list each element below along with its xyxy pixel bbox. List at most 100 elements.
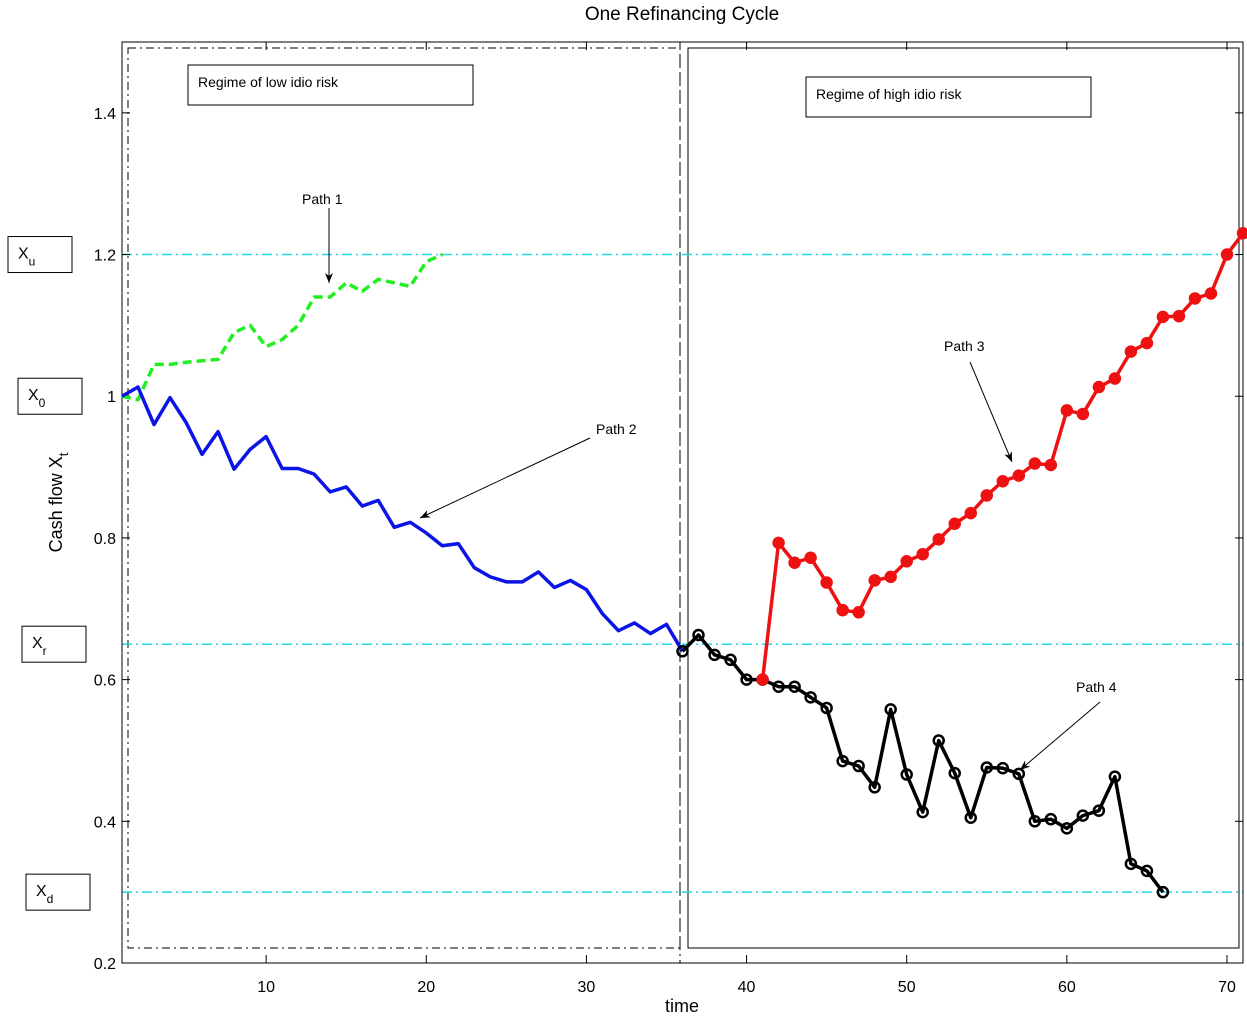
level-label-box bbox=[17, 377, 83, 415]
series-marker bbox=[964, 506, 978, 520]
x-tick-label: 10 bbox=[257, 979, 275, 996]
series-marker bbox=[964, 811, 978, 825]
series-marker bbox=[1060, 822, 1074, 835]
series-marker bbox=[932, 734, 945, 747]
series-line bbox=[121, 385, 685, 653]
series-marker bbox=[1012, 767, 1026, 781]
series-marker bbox=[1076, 809, 1090, 822]
series-marker bbox=[852, 606, 865, 619]
series-marker bbox=[1076, 407, 1090, 421]
x-axis-label: time bbox=[665, 996, 699, 1016]
x-tick-label: 50 bbox=[898, 979, 916, 996]
y-tick-label: 1 bbox=[107, 389, 116, 406]
series-marker bbox=[756, 673, 769, 686]
series-marker bbox=[1220, 248, 1234, 261]
y-tick-label: 0.8 bbox=[94, 531, 116, 548]
y-tick-label: 1.2 bbox=[94, 248, 116, 265]
level-label: Xd bbox=[36, 883, 53, 906]
series-marker bbox=[1028, 815, 1042, 828]
regime-frame bbox=[687, 47, 1240, 949]
series-marker bbox=[1012, 469, 1026, 482]
series-marker bbox=[1156, 885, 1170, 899]
series-marker bbox=[900, 768, 913, 781]
level-label-main: X bbox=[32, 635, 43, 652]
level-label: X0 bbox=[28, 387, 46, 410]
chart-title: One Refinancing Cycle bbox=[585, 4, 779, 25]
level-label-box bbox=[25, 873, 91, 911]
series-marker bbox=[852, 759, 865, 773]
y-axis-label-main: Cash flow X bbox=[46, 456, 66, 552]
series-marker bbox=[948, 766, 961, 780]
level-label-box bbox=[21, 625, 87, 663]
regime-frame bbox=[127, 47, 681, 949]
series-marker bbox=[1140, 864, 1154, 878]
level-label: Xu bbox=[18, 246, 35, 269]
level-label-main: X bbox=[28, 387, 39, 404]
x-tick-label: 20 bbox=[417, 979, 435, 996]
series-marker bbox=[788, 556, 801, 569]
series-marker bbox=[980, 761, 994, 774]
level-label-main: X bbox=[36, 883, 47, 900]
series-marker bbox=[932, 533, 945, 546]
series-marker bbox=[772, 536, 785, 550]
series-marker bbox=[1044, 812, 1058, 826]
series-marker bbox=[996, 761, 1010, 775]
series-marker bbox=[836, 603, 849, 617]
series-marker bbox=[900, 555, 913, 568]
series-marker bbox=[1188, 292, 1202, 305]
series-marker bbox=[1156, 310, 1170, 324]
series-marker bbox=[1092, 380, 1106, 394]
series-marker bbox=[884, 570, 897, 584]
x-tick-label: 70 bbox=[1218, 979, 1236, 996]
x-tick-label: 30 bbox=[578, 979, 596, 996]
series-marker bbox=[772, 680, 785, 693]
x-tick-label: 40 bbox=[738, 979, 756, 996]
series-marker bbox=[1028, 457, 1042, 470]
series-marker bbox=[1108, 372, 1122, 385]
series-marker bbox=[820, 576, 833, 589]
series-marker bbox=[692, 628, 705, 642]
series-marker bbox=[1092, 804, 1106, 817]
regime-label: Regime of high idio risk bbox=[816, 86, 963, 102]
level-label-sub: d bbox=[47, 892, 54, 906]
annotation-arrow bbox=[419, 437, 591, 519]
series-marker bbox=[916, 805, 929, 819]
series-marker bbox=[820, 701, 833, 715]
series-marker bbox=[868, 781, 881, 794]
series-marker bbox=[1236, 227, 1247, 240]
series-marker bbox=[868, 574, 881, 587]
level-label-sub: 0 bbox=[39, 396, 46, 410]
series-marker bbox=[804, 551, 817, 565]
level-label-main: X bbox=[18, 246, 29, 263]
annotation: Path 4 bbox=[1076, 679, 1117, 695]
level-label: Xr bbox=[32, 635, 47, 658]
series-marker bbox=[1172, 309, 1186, 323]
series-marker bbox=[804, 691, 817, 704]
y-tick-label: 0.4 bbox=[94, 814, 116, 831]
series-marker bbox=[724, 653, 737, 667]
annotation: Path 1 bbox=[302, 191, 343, 207]
series-line bbox=[760, 232, 1245, 680]
series-marker bbox=[1108, 770, 1122, 783]
series-marker bbox=[996, 474, 1010, 488]
regime-label: Regime of low idio risk bbox=[198, 74, 339, 90]
annotation: Path 3 bbox=[944, 338, 985, 354]
level-label-box bbox=[7, 236, 73, 274]
level-label-sub: r bbox=[43, 644, 47, 658]
y-tick-label: 0.6 bbox=[94, 673, 116, 690]
series-marker bbox=[740, 673, 753, 686]
x-tick-label: 60 bbox=[1058, 979, 1076, 996]
annotation-arrow bbox=[969, 361, 1013, 463]
series-marker bbox=[1044, 458, 1058, 472]
regime-label-box bbox=[805, 76, 1092, 118]
regime-label-box bbox=[187, 64, 474, 106]
annotation-arrow bbox=[1019, 701, 1101, 771]
plot-frame bbox=[121, 41, 1244, 964]
level-label-sub: u bbox=[29, 255, 36, 269]
series-marker bbox=[1060, 404, 1074, 417]
series-marker bbox=[884, 703, 897, 716]
series-line bbox=[121, 252, 443, 402]
series-marker bbox=[1204, 287, 1218, 300]
series-line bbox=[681, 633, 1165, 894]
